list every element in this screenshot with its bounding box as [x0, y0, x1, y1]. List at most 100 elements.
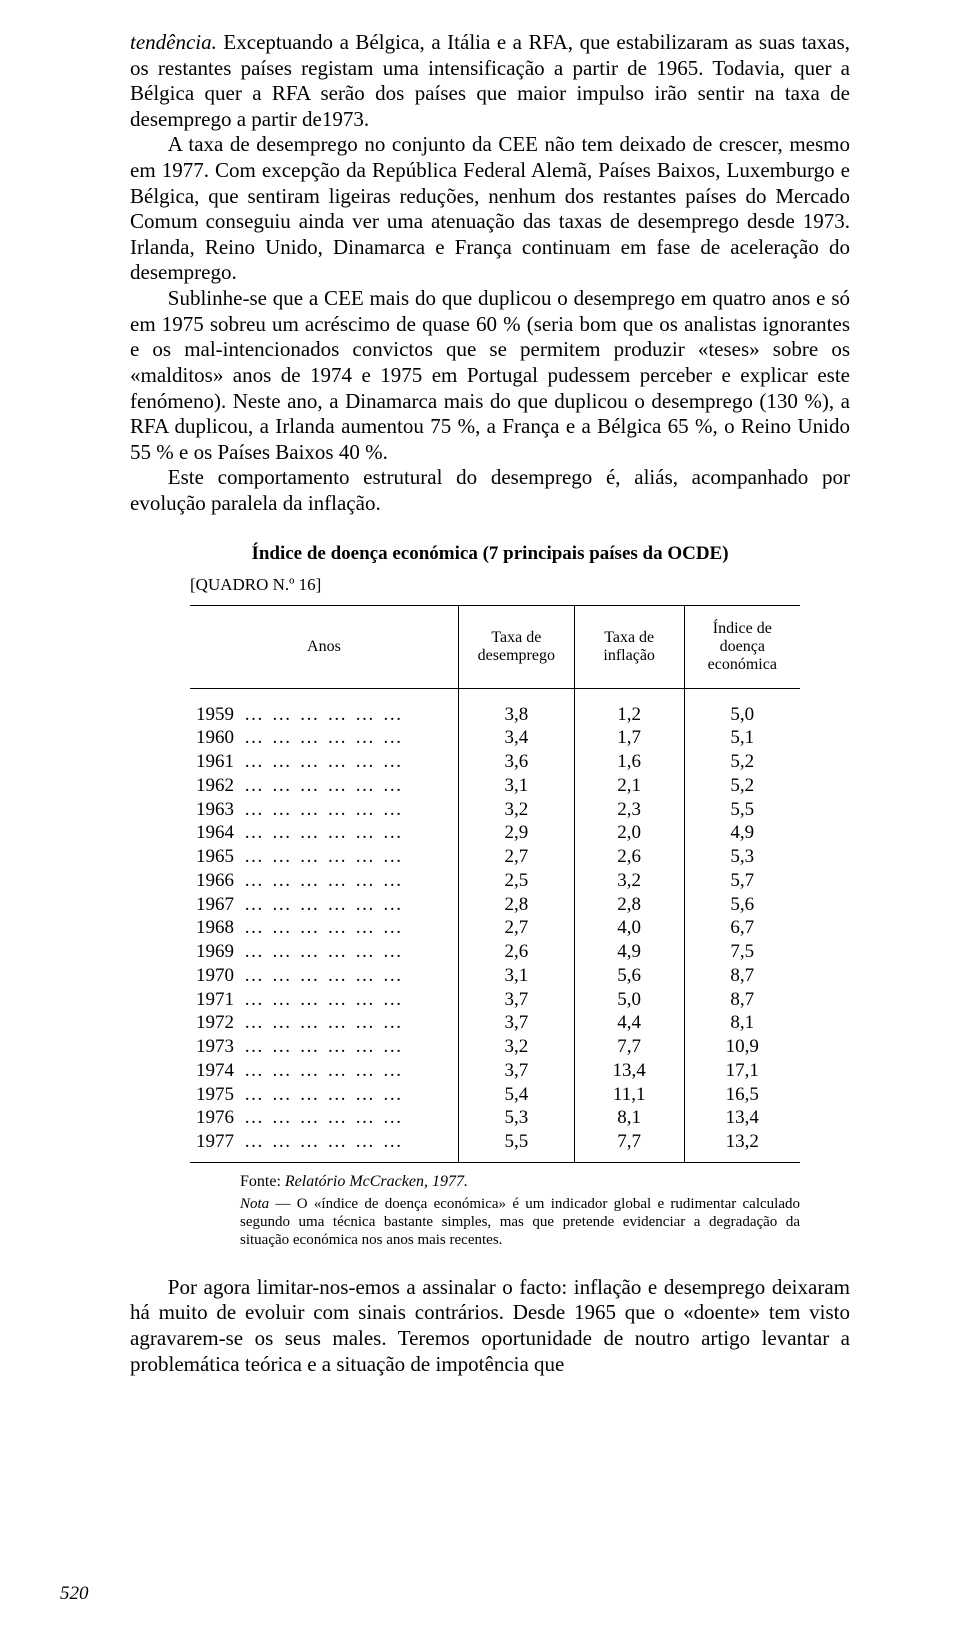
table-row: 1960 … … … … … … 3,41,75,1: [190, 726, 800, 750]
cell-b: 3,2: [574, 869, 684, 893]
table-row: 1971… … … … … …3,75,08,7: [190, 988, 800, 1012]
dots: … … … … … …: [244, 1084, 404, 1105]
nota-text: — O «índice de doença económica» é um in…: [240, 1196, 800, 1248]
cell-a: 3,7: [458, 1059, 574, 1083]
cell-a: 2,7: [458, 845, 574, 869]
cell-a: 2,9: [458, 821, 574, 845]
table-row: 1975… … … … … …5,411,116,5: [190, 1083, 800, 1107]
cell-c: 5,2: [684, 750, 800, 774]
cell-c: 5,0: [684, 688, 800, 726]
dots: … … … … … …: [244, 822, 404, 843]
cell-year: 1964: [196, 822, 234, 843]
cell-c: 8,1: [684, 1011, 800, 1035]
cell-c: 13,4: [684, 1106, 800, 1130]
table-wrapper: Anos Taxa de desemprego Taxa de inflação…: [190, 605, 800, 1163]
paragraph-1-rest: Exceptuando a Bélgica, a Itália e a RFA,…: [130, 30, 850, 131]
table-row: 1965… … … … … …2,72,65,3: [190, 845, 800, 869]
dots: … … … … … …: [244, 894, 404, 915]
cell-c: 5,2: [684, 774, 800, 798]
cell-b: 5,0: [574, 988, 684, 1012]
paragraph-1: tendência. Exceptuando a Bélgica, a Itál…: [130, 30, 850, 132]
cell-a: 5,5: [458, 1130, 574, 1162]
data-table: Anos Taxa de desemprego Taxa de inflação…: [190, 605, 800, 1163]
cell-b: 7,7: [574, 1130, 684, 1162]
dots: … … … … … …: [244, 965, 404, 986]
dots: … … … … … …: [244, 1060, 404, 1081]
cell-year: 1960: [196, 727, 234, 748]
table-body: 1959… … … … … …3,81,25,0 1960 … … … … … ……: [190, 688, 800, 1162]
cell-c: 17,1: [684, 1059, 800, 1083]
cell-a: 5,4: [458, 1083, 574, 1107]
col-header-desemprego: Taxa de desemprego: [458, 605, 574, 688]
paragraph-4: Este comportamento estrutural do desempr…: [130, 465, 850, 516]
cell-c: 8,7: [684, 964, 800, 988]
col-header-indice: Índice de doença económica: [684, 605, 800, 688]
cell-year: 1975: [196, 1084, 234, 1105]
cell-a: 3,6: [458, 750, 574, 774]
cell-year: 1970: [196, 965, 234, 986]
cell-b: 4,4: [574, 1011, 684, 1035]
cell-year: 1971: [196, 989, 234, 1010]
cell-b: 8,1: [574, 1106, 684, 1130]
dots: … … … … … …: [244, 727, 404, 748]
cell-c: 5,7: [684, 869, 800, 893]
cell-b: 13,4: [574, 1059, 684, 1083]
cell-a: 5,3: [458, 1106, 574, 1130]
cell-c: 5,5: [684, 798, 800, 822]
table-row: 1967… … … … … …2,82,85,6: [190, 893, 800, 917]
dots: … … … … … …: [244, 1131, 404, 1152]
page-number: 520: [60, 1583, 89, 1605]
cell-year: 1961: [196, 751, 234, 772]
cell-year: 1974: [196, 1060, 234, 1081]
cell-year: 1963: [196, 799, 234, 820]
table-row: 1966… … … … … …2,53,25,7: [190, 869, 800, 893]
table-title: Índice de doença económica (7 principais…: [130, 543, 850, 565]
cell-b: 2,3: [574, 798, 684, 822]
cell-a: 2,7: [458, 916, 574, 940]
table-row: 1962… … … … … …3,12,15,2: [190, 774, 800, 798]
dots: … … … … … …: [244, 1036, 404, 1057]
table-row: 1961… … … … … …3,61,65,2: [190, 750, 800, 774]
cell-a: 3,4: [458, 726, 574, 750]
cell-a: 2,5: [458, 869, 574, 893]
nota-label: Nota: [240, 1196, 269, 1212]
paragraph-2: A taxa de desemprego no conjunto da CEE …: [130, 132, 850, 286]
cell-year: 1977: [196, 1131, 234, 1152]
cell-c: 6,7: [684, 916, 800, 940]
cell-b: 4,9: [574, 940, 684, 964]
cell-b: 2,6: [574, 845, 684, 869]
dots: … … … … … …: [244, 704, 404, 725]
cell-year: 1965: [196, 846, 234, 867]
cell-c: 5,6: [684, 893, 800, 917]
cell-b: 4,0: [574, 916, 684, 940]
cell-a: 3,7: [458, 988, 574, 1012]
dots: … … … … … …: [244, 941, 404, 962]
fonte-label: Fonte:: [240, 1173, 285, 1190]
cell-a: 3,2: [458, 1035, 574, 1059]
table-nota: Nota — O «índice de doença económica» é …: [240, 1195, 800, 1249]
paragraph-5: Por agora limitar-nos-emos a assinalar o…: [130, 1275, 850, 1377]
table-row: 1964… … … … … …2,92,04,9: [190, 821, 800, 845]
dots: … … … … … …: [244, 1107, 404, 1128]
cell-c: 10,9: [684, 1035, 800, 1059]
cell-a: 3,1: [458, 774, 574, 798]
cell-c: 5,1: [684, 726, 800, 750]
table-header-row: Anos Taxa de desemprego Taxa de inflação…: [190, 605, 800, 688]
cell-year: 1972: [196, 1012, 234, 1033]
col-header-inflacao: Taxa de inflação: [574, 605, 684, 688]
cell-b: 1,7: [574, 726, 684, 750]
table-row: 1974 … … … … … … 3,713,417,1: [190, 1059, 800, 1083]
cell-b: 7,7: [574, 1035, 684, 1059]
col-header-anos: Anos: [190, 605, 458, 688]
dots: … … … … … …: [244, 751, 404, 772]
table-row: 1959… … … … … …3,81,25,0: [190, 688, 800, 726]
cell-a: 2,6: [458, 940, 574, 964]
cell-year: 1968: [196, 917, 234, 938]
cell-year: 1962: [196, 775, 234, 796]
page: tendência. Exceptuando a Bélgica, a Itál…: [0, 0, 960, 1631]
cell-b: 11,1: [574, 1083, 684, 1107]
cell-c: 13,2: [684, 1130, 800, 1162]
table-row: 1976… … … … … …5,38,113,4: [190, 1106, 800, 1130]
cell-b: 5,6: [574, 964, 684, 988]
paragraph-1-lead: tendência.: [130, 30, 217, 54]
